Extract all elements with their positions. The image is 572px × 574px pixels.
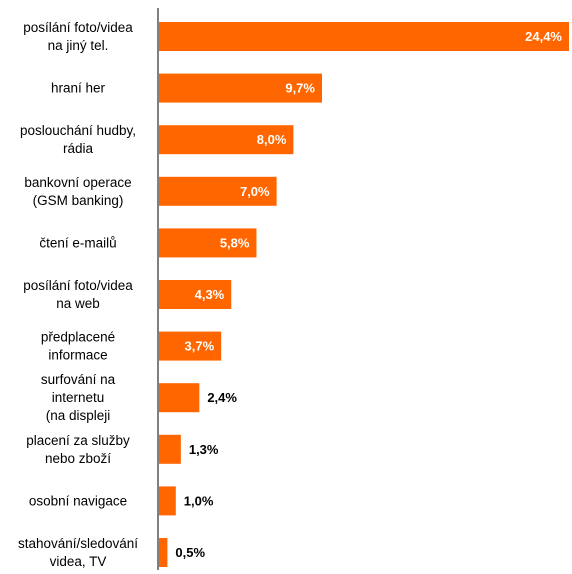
category-label-line: poslouchání hudby, [20,123,136,138]
bar [159,228,257,258]
category-label-line: placení za služby [26,433,130,448]
bar [159,486,176,516]
category-label-line: (na displeji [46,408,111,423]
category-label-line: posílání foto/videa [23,278,133,293]
category-label-line: rádia [63,141,94,156]
value-label: 7,0% [240,184,270,199]
category-label: osobní navigace [29,493,127,508]
value-label: 1,0% [184,493,214,508]
value-label: 0,5% [175,545,205,560]
category-labels-group: posílání foto/videa na jiný tel. hraní her… [18,20,138,569]
category-label: předplacené informace [41,330,115,363]
value-label: 8,0% [257,132,287,147]
category-label-line: bankovní operace [24,175,131,190]
value-labels-group: 24,4% 9,7% 8,0% 7,0% 5,8% 4,3% 3,7% 2,4% 1,3% 1,0… [175,29,562,560]
category-label-line: surfování na [41,372,116,387]
category-label: posílání foto/videa na web [23,278,133,311]
bar [159,383,200,413]
category-label-line: (GSM banking) [33,193,124,208]
bar [159,73,322,103]
category-label-line: stahování/sledování [18,536,138,551]
bar [159,22,569,51]
value-label: 4,3% [195,287,225,302]
value-label: 2,4% [207,390,237,405]
bar [159,331,222,361]
category-label: surfování na internetu (na displeji [41,372,116,423]
value-label: 1,3% [189,442,219,457]
category-label-line: posílání foto/videa [23,20,133,35]
bar [159,434,181,464]
bars-group [159,22,569,567]
category-label-line: informace [48,348,107,363]
bar [159,176,277,206]
value-label: 24,4% [525,29,562,44]
category-label-line: hraní her [51,81,106,96]
category-label-line: videa, TV [50,554,107,569]
category-label: posílání foto/videa na jiný tel. [23,20,133,53]
bar [159,125,294,155]
category-label-line: předplacené [41,330,115,345]
category-label-line: nebo zboží [45,451,111,466]
category-label: čtení e-mailů [39,235,116,250]
category-label-line: osobní navigace [29,493,127,508]
category-label: hraní her [51,81,106,96]
bar [159,280,232,309]
category-label-line: internetu [52,390,105,405]
value-label: 9,7% [285,81,315,96]
category-label-line: čtení e-mailů [39,235,116,250]
value-label: 3,7% [185,339,215,354]
value-label: 5,8% [220,235,250,250]
category-label: stahování/sledování videa, TV [18,536,138,569]
category-label-line: na jiný tel. [48,38,109,53]
category-label: placení za služby nebo zboží [26,433,130,466]
bar [159,538,168,567]
category-label-line: na web [56,296,100,311]
category-label: bankovní operace (GSM banking) [24,175,131,208]
category-label: poslouchání hudby, rádia [20,123,136,156]
